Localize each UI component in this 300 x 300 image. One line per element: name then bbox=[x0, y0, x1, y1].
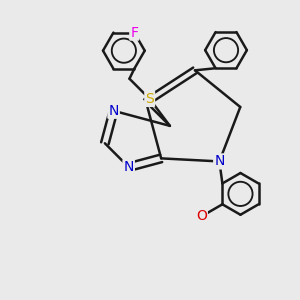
Text: N: N bbox=[124, 160, 134, 174]
Text: N: N bbox=[108, 104, 119, 118]
Text: S: S bbox=[145, 92, 154, 106]
Text: F: F bbox=[130, 26, 138, 40]
Text: N: N bbox=[214, 154, 225, 168]
Text: O: O bbox=[196, 209, 207, 224]
